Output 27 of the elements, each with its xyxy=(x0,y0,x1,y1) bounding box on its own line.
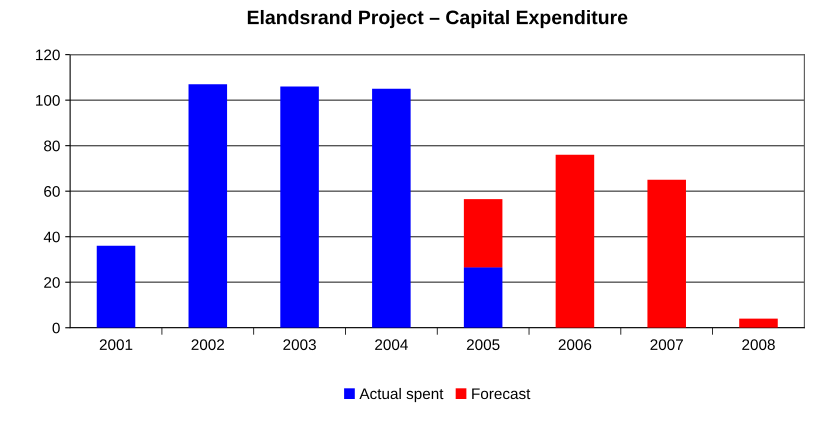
y-tick-label: 0 xyxy=(52,322,60,334)
x-tick-label: 2007 xyxy=(650,339,683,350)
y-tick-label: 80 xyxy=(44,140,60,152)
bar xyxy=(464,267,502,328)
x-tick-label: 2002 xyxy=(192,339,224,350)
chart-title: Elandsrand Project – Capital Expenditure xyxy=(248,10,628,28)
legend-label: Actual spent xyxy=(359,388,444,402)
bar xyxy=(280,86,319,328)
bar xyxy=(372,88,411,328)
x-tick-label: 2006 xyxy=(558,339,592,350)
y-tick-label: 60 xyxy=(44,186,60,197)
bar xyxy=(96,246,136,328)
x-tick-label: 2004 xyxy=(375,339,408,350)
y-tick-label: 20 xyxy=(44,277,60,288)
bar xyxy=(647,180,686,328)
legend-label: Forecast xyxy=(472,388,530,400)
x-tick-label: 2001 xyxy=(100,339,132,350)
y-tick-label: 120 xyxy=(36,49,60,60)
bar xyxy=(556,154,594,328)
bar xyxy=(739,318,778,328)
y-tick-label: 40 xyxy=(44,232,60,242)
bar xyxy=(464,199,502,268)
x-tick-label: 2008 xyxy=(742,339,775,350)
x-tick-label: 2003 xyxy=(283,339,316,350)
x-tick-label: 2005 xyxy=(466,339,500,350)
bar xyxy=(188,84,228,328)
y-tick-label: 100 xyxy=(36,95,60,106)
